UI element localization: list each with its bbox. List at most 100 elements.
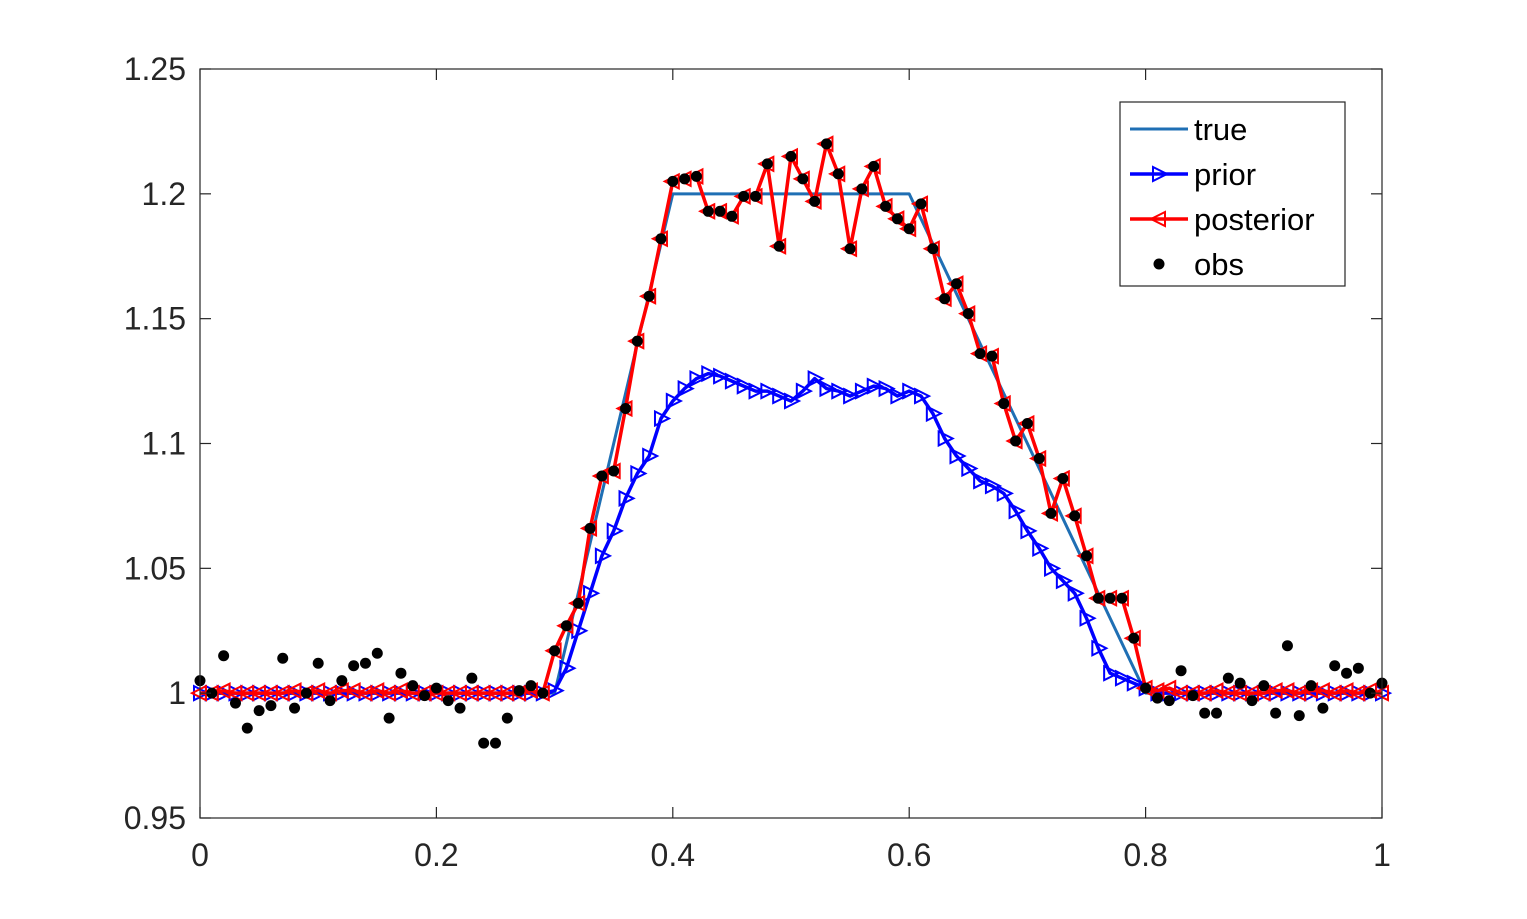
data-point-obs (537, 687, 549, 699)
data-point-obs (1329, 660, 1341, 672)
data-point-obs (277, 652, 289, 664)
data-point-posterior (1348, 684, 1366, 702)
data-point-prior (642, 447, 660, 465)
data-point-prior (854, 382, 873, 400)
x-tick-label: 0.6 (887, 837, 931, 873)
data-point-obs (1293, 710, 1305, 722)
data-point-prior (996, 484, 1014, 503)
data-point-prior (1079, 609, 1097, 627)
data-point-prior (1091, 639, 1109, 657)
data-point-prior (1032, 539, 1050, 557)
data-point-obs (1352, 662, 1364, 674)
data-point-prior (925, 404, 944, 423)
x-tick-label: 0 (191, 837, 209, 873)
data-point-posterior (1312, 682, 1330, 700)
x-tick-label: 1 (1373, 837, 1391, 873)
data-point-obs (218, 650, 230, 662)
data-point-prior (1103, 664, 1121, 682)
series-obs (194, 138, 1388, 749)
y-tick-label: 1.1 (142, 426, 186, 462)
data-point-obs (1163, 695, 1175, 707)
data-point-obs (419, 690, 431, 702)
data-point-obs (596, 470, 608, 482)
data-point-prior (772, 387, 790, 405)
legend-swatch-marker (1148, 210, 1166, 228)
data-point-obs (726, 210, 738, 222)
data-point-obs (1199, 707, 1211, 719)
data-point-prior (902, 382, 920, 400)
data-point-obs (809, 195, 821, 207)
data-point-prior (914, 387, 932, 405)
data-point-obs (868, 160, 880, 172)
legend-entry-prior: prior (1130, 157, 1256, 192)
legend-label: posterior (1194, 202, 1315, 237)
data-point-obs (241, 722, 253, 734)
legend-box (1119, 101, 1346, 287)
data-point-obs (608, 465, 620, 477)
data-point-prior (937, 429, 955, 448)
data-point-prior (724, 372, 743, 390)
data-point-obs (797, 173, 809, 185)
y-tick-label: 0.95 (124, 800, 186, 836)
data-point-obs (265, 700, 277, 712)
data-point-posterior (1336, 682, 1354, 700)
data-point-prior (689, 369, 707, 388)
x-tick-label: 0.4 (651, 837, 695, 873)
legend-swatch-marker (1153, 258, 1165, 270)
data-point-obs (1341, 667, 1353, 679)
data-point-prior (736, 377, 754, 395)
data-point-prior (843, 387, 861, 405)
data-point-obs (1258, 680, 1270, 692)
data-point-obs (584, 522, 596, 534)
data-point-obs (572, 597, 584, 609)
x-tick-label: 0.8 (1123, 837, 1167, 873)
data-point-prior (677, 379, 695, 398)
data-point-obs (549, 645, 561, 657)
data-point-posterior (1324, 684, 1342, 702)
data-point-prior (831, 382, 849, 400)
data-point-obs (1092, 592, 1104, 604)
legend-entry-posterior: posterior (1130, 202, 1315, 237)
data-point-obs (1081, 550, 1092, 562)
data-point-posterior (1206, 682, 1224, 700)
data-point-obs (950, 278, 962, 290)
data-point-obs (1069, 510, 1081, 522)
data-point-posterior (284, 682, 302, 700)
y-tick-label: 1.25 (124, 51, 186, 87)
data-point-obs (1104, 592, 1116, 604)
data-point-obs (1010, 435, 1022, 447)
data-point-obs (359, 657, 371, 669)
data-point-obs (844, 243, 856, 255)
data-point-obs (454, 702, 466, 714)
data-point-prior (1055, 572, 1074, 590)
data-point-prior (618, 489, 636, 508)
data-point-prior (701, 364, 719, 383)
data-point-obs (785, 150, 797, 162)
data-point-prior (583, 584, 601, 602)
data-point-obs (1140, 682, 1152, 694)
data-point-obs (383, 712, 395, 724)
data-point-posterior (1159, 679, 1177, 697)
data-point-obs (643, 290, 655, 302)
data-point-posterior (1289, 684, 1307, 702)
data-point-obs (1317, 702, 1329, 714)
data-point-posterior (355, 684, 373, 702)
data-point-obs (478, 737, 490, 749)
data-point-prior (653, 409, 672, 428)
data-point-prior (1020, 522, 1038, 540)
data-point-posterior (1277, 682, 1295, 700)
data-point-posterior (367, 682, 385, 700)
data-point-prior (630, 464, 648, 483)
data-point-prior (866, 377, 884, 395)
data-point-prior (807, 369, 825, 388)
data-point-prior (1114, 669, 1133, 687)
data-point-prior (973, 472, 991, 490)
data-point-obs (371, 647, 383, 659)
data-point-obs (560, 620, 572, 632)
data-point-obs (466, 672, 478, 684)
data-point-prior (961, 459, 979, 478)
data-point-prior (1126, 674, 1145, 692)
y-tick-label: 1 (168, 675, 186, 711)
data-point-obs (525, 680, 537, 692)
data-point-obs (738, 190, 750, 202)
